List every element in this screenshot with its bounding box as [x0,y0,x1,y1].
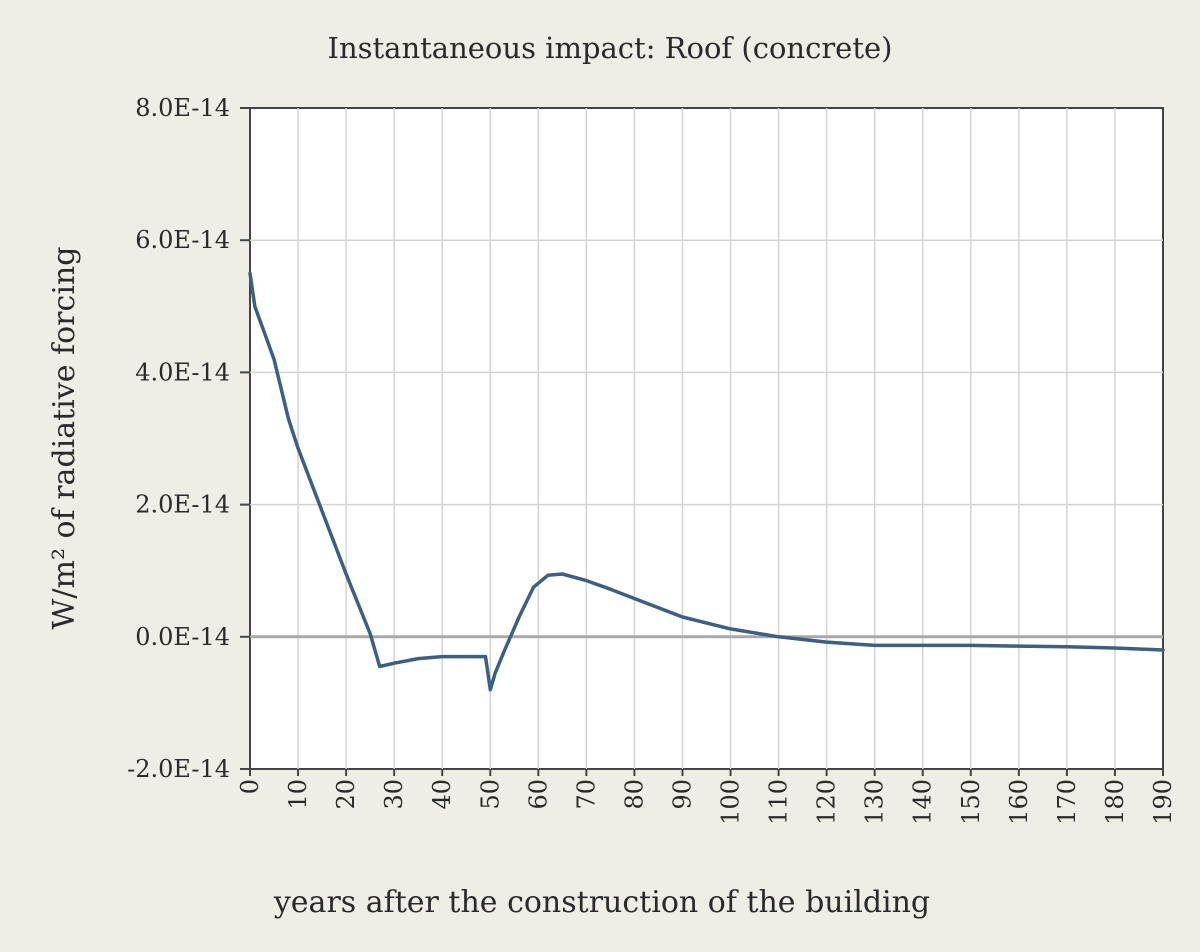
y-tick-label: 4.0E-14 [135,358,230,386]
y-tick-labels: -2.0E-14 0.0E-14 2.0E-14 4.0E-14 6.0E-14 8.0E… [127,94,230,783]
x-tick-label: 110 [765,779,793,825]
x-tick-label: 20 [332,779,360,810]
x-axis-label: years after the construction of the buil… [273,885,930,920]
x-tick-label: 70 [572,779,600,810]
x-tick-label: 120 [813,779,841,825]
series-line [248,271,1165,692]
x-tick-label: 130 [861,779,889,825]
y-tick-label: 2.0E-14 [135,491,230,519]
x-tick-label: 60 [524,779,552,810]
plot-area [249,107,1164,770]
x-tick-label: 10 [284,779,312,810]
x-tick-label: 150 [957,779,985,825]
x-tick-label: 0 [236,779,264,794]
gridlines [250,108,1163,769]
x-tick-label: 190 [1149,779,1177,825]
y-tick-label: 8.0E-14 [135,94,230,122]
x-tick-label: 180 [1101,779,1129,825]
x-tick-label: 160 [1005,779,1033,825]
x-tick-label: 140 [909,779,937,825]
x-tick-labels: 0 10 20 30 40 50 60 70 80 90 100 110 120 130 140 150 160… [236,779,1177,825]
y-tick-label: 6.0E-14 [135,226,230,254]
x-tick-label: 170 [1053,779,1081,825]
y-tick-label: 0.0E-14 [135,623,230,651]
x-tick-label: 80 [620,779,648,810]
x-tick-label: 50 [476,779,504,810]
axis-ticks [240,107,1164,776]
x-tick-label: 30 [380,779,408,810]
x-tick-label: 40 [428,779,456,810]
x-tick-label: 90 [668,779,696,810]
chart-title: Instantaneous impact: Roof (concrete) [328,31,893,65]
y-axis-label: W/m² of radiative forcing [47,247,82,630]
x-tick-label: 100 [717,779,745,825]
series-layer [248,271,1165,692]
y-tick-label: -2.0E-14 [127,755,230,783]
